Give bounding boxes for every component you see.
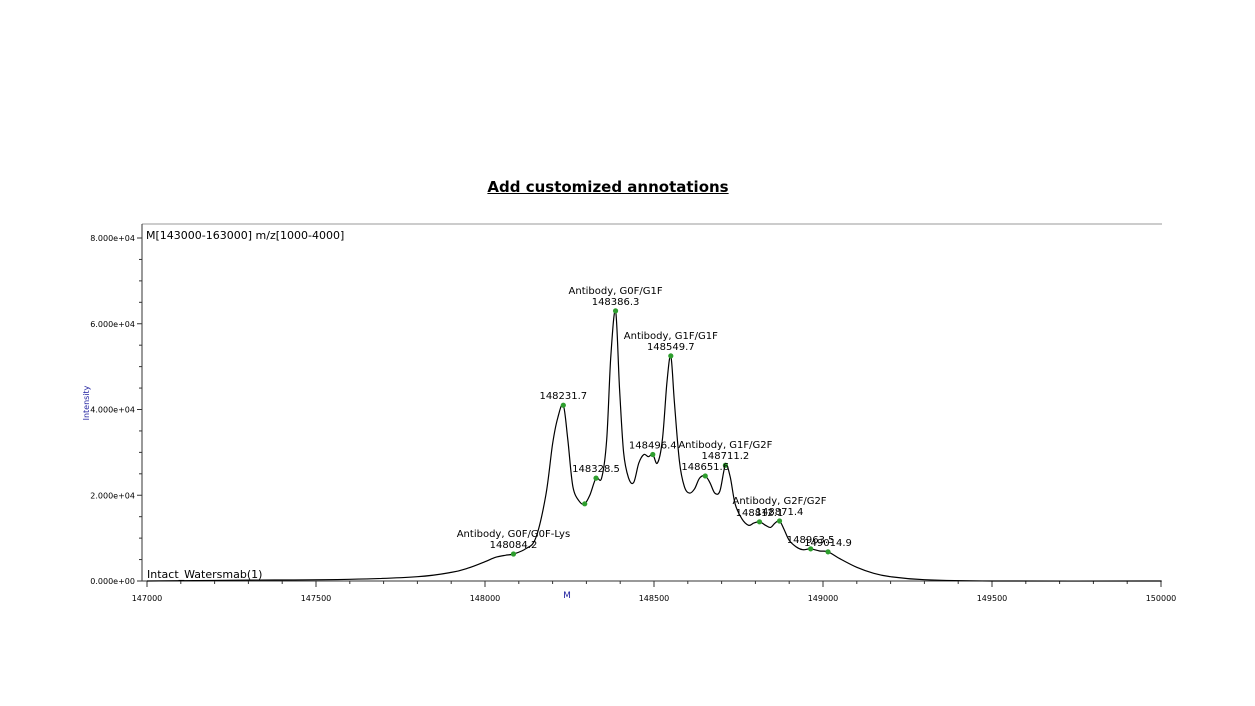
peak-mass-label: 148496.4 (629, 441, 677, 452)
peak-annotation: Antibody, G1F/G2F (678, 440, 772, 451)
peak-marker (776, 518, 783, 524)
y-tick-label: 0.000e+00 (90, 577, 135, 586)
peak-mass-label: 149014.9 (804, 538, 852, 549)
peak-marker (593, 475, 599, 481)
trace-label: Intact_Watersmab(1) (147, 568, 262, 581)
peak-marker (650, 451, 656, 458)
y-tick-label: 6.000e+04 (90, 320, 135, 329)
y-tick-label: 4.000e+04 (90, 406, 135, 415)
peak-mass-label: 148549.7 (647, 342, 695, 353)
peak-annotation: Antibody, G1F/G1F (624, 331, 718, 342)
peak-marker (510, 551, 517, 557)
peak-marker (612, 308, 619, 314)
x-ticks: 147000 147500 148000 148500 149000 149500 1500… (132, 581, 1177, 603)
peak-mass-label: 148812.1 (736, 508, 784, 519)
peak-markers (510, 308, 831, 557)
x-tick-label: 149500 (977, 594, 1008, 603)
peak-marker (722, 462, 728, 468)
peak-mass-label: 148084.2 (490, 540, 538, 551)
peak-marker (582, 501, 588, 507)
spectrum-trace (146, 310, 1162, 582)
peak-mass-label: 148328.5 (572, 464, 620, 475)
x-tick-label: 150000 (1146, 594, 1177, 603)
x-tick-label: 147500 (301, 594, 332, 603)
peak-marker (668, 353, 674, 359)
range-label: M[143000-163000] m/z[1000-4000] (146, 229, 344, 242)
peak-mass-label: 148231.7 (539, 391, 587, 402)
peak-annotation: Antibody, G0F/G1F (569, 286, 663, 297)
y-ticks: 0.000e+00 2.000e+04 4.000e+04 6.000e+04 8.00… (90, 234, 142, 586)
peak-annotation: Antibody, G2F/G2F (733, 496, 827, 507)
peak-marker (756, 519, 763, 525)
peak-marker (702, 473, 708, 479)
page-title: Add customized annotations (487, 178, 729, 196)
peak-mass-label: 148651.6 (681, 462, 729, 473)
x-tick-label: 147000 (132, 594, 163, 603)
peak-mass-label: 148963.5 (787, 535, 835, 546)
peak-mass-label: 148871.4 (756, 507, 804, 518)
x-tick-label: 148500 (639, 594, 670, 603)
y-axis-label: Intensity (82, 385, 91, 420)
peak-mass-label: 148386.3 (592, 297, 640, 308)
x-tick-label: 148000 (470, 594, 501, 603)
peak-annotation: Antibody, G0F/G0F-Lys (457, 529, 570, 540)
y-tick-label: 2.000e+04 (90, 491, 135, 500)
x-axis-label: M (563, 591, 571, 601)
peak-marker (560, 402, 566, 408)
peak-marker (825, 549, 831, 555)
peak-mass-label: 148711.2 (702, 451, 750, 462)
peak-marker (808, 546, 814, 552)
x-tick-label: 149000 (808, 594, 839, 603)
y-tick-label: 8.000e+04 (90, 234, 135, 243)
